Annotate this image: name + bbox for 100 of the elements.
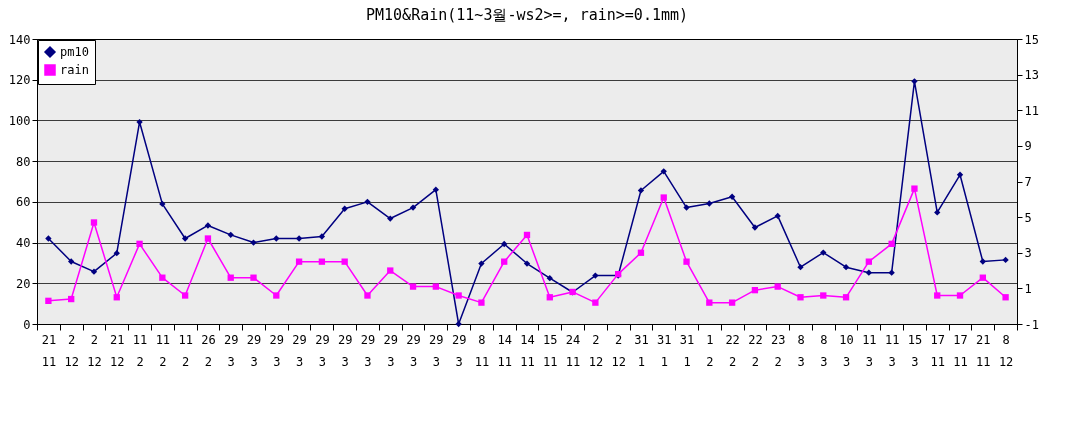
x-tick-label: 14 11: [520, 332, 535, 369]
x-tick-label: 15 3: [907, 332, 923, 369]
y-tick-label: 40: [16, 236, 31, 251]
point: [637, 249, 645, 256]
x-tick-label: 10 3: [839, 332, 854, 369]
x-tick-label: 17 11: [953, 332, 968, 369]
point: [364, 292, 371, 299]
point: [364, 198, 371, 206]
point: [911, 78, 918, 85]
x-tick-label: 29 3: [337, 332, 353, 369]
x-tick-label: 29 3: [406, 332, 421, 369]
point: [90, 219, 98, 226]
x-tick-label: 8 3: [820, 332, 828, 369]
point: [1002, 256, 1009, 264]
point: [136, 118, 143, 126]
y-tick-label: 140: [8, 32, 31, 47]
point: [888, 269, 895, 276]
x-tick-label: 31 1: [679, 332, 695, 369]
point: [501, 258, 508, 265]
point: [45, 297, 52, 305]
y-tick-label: 20: [16, 276, 31, 291]
point: [751, 224, 759, 231]
point: [387, 215, 394, 222]
x-tick-label: 24 11: [565, 332, 581, 369]
point: [455, 292, 462, 299]
x-tick-label: 29 3: [292, 332, 307, 369]
point: [820, 292, 827, 299]
point: [181, 292, 189, 299]
x-tick-label: 8 12: [998, 332, 1014, 369]
y2-tick-label: 5: [1024, 210, 1032, 225]
x-tick-label: 21 12: [110, 332, 125, 369]
point: [113, 250, 120, 257]
y-tick-label: 60: [16, 195, 31, 210]
y2-tick-label: 3: [1024, 246, 1032, 261]
x-tick-label: 26 2: [201, 332, 216, 369]
x-tick-label: 21 11: [976, 332, 991, 369]
x-tick-label: 8 11: [474, 332, 490, 369]
x-tick-label: 2 12: [87, 332, 102, 369]
point: [546, 294, 553, 301]
point: [455, 320, 462, 328]
point: [774, 212, 781, 220]
point: [136, 240, 143, 248]
point: [660, 194, 667, 201]
point: [341, 258, 348, 265]
x-tick-label: 11 3: [862, 332, 877, 369]
point: [934, 209, 941, 216]
x-tick-label: 11 3: [884, 332, 900, 369]
point: [501, 240, 508, 248]
x-tick-label: 29 3: [223, 332, 239, 369]
point: [706, 200, 713, 207]
x-tick-label: 2 12: [611, 332, 626, 369]
point: [227, 231, 234, 238]
x-tick-label: 11 2: [155, 332, 171, 369]
point: [842, 264, 850, 271]
x-tick-label: 29 3: [269, 332, 285, 369]
point: [432, 283, 439, 290]
point: [751, 286, 759, 294]
point: [318, 233, 326, 240]
point: [956, 171, 964, 178]
point: [113, 294, 120, 301]
x-tick-label: 29 3: [246, 332, 262, 369]
point: [842, 294, 850, 301]
x-tick-label: 29 3: [451, 332, 467, 369]
y2-tick-label: 13: [1024, 68, 1039, 83]
x-tick-label: 31 1: [657, 332, 672, 369]
x-tick-label: 21 11: [41, 332, 57, 369]
point: [295, 235, 303, 242]
x-tick-label: 11 2: [178, 332, 193, 369]
point: [956, 292, 964, 299]
point: [409, 204, 417, 211]
y-tick-label: 100: [8, 113, 31, 128]
x-tick-label: 23 2: [770, 332, 786, 369]
y2-tick-label: 1: [1024, 281, 1032, 296]
point: [820, 249, 827, 256]
point: [683, 204, 690, 211]
y2-tick-label: -1: [1024, 317, 1039, 332]
x-tick-label: 17 11: [930, 332, 945, 369]
point: [68, 295, 75, 303]
point: [295, 258, 303, 265]
point: [683, 258, 690, 265]
point: [273, 292, 280, 299]
point: [911, 185, 918, 192]
point: [45, 235, 52, 242]
point: [318, 258, 326, 265]
x-tick-label: 11 2: [132, 332, 148, 369]
x-tick-label: 1 2: [706, 332, 714, 369]
point: [159, 274, 166, 281]
point: [409, 283, 417, 290]
point: [592, 272, 599, 279]
point: [592, 299, 599, 306]
point: [774, 283, 781, 290]
point: [68, 258, 75, 265]
x-tick-label: 8 3: [797, 332, 805, 369]
point: [341, 205, 348, 212]
point: [797, 294, 804, 301]
x-tick-label: 29 3: [315, 332, 330, 369]
point: [728, 299, 736, 306]
x-tick-label: 22 2: [725, 332, 740, 369]
point: [273, 235, 280, 242]
point: [865, 269, 873, 276]
